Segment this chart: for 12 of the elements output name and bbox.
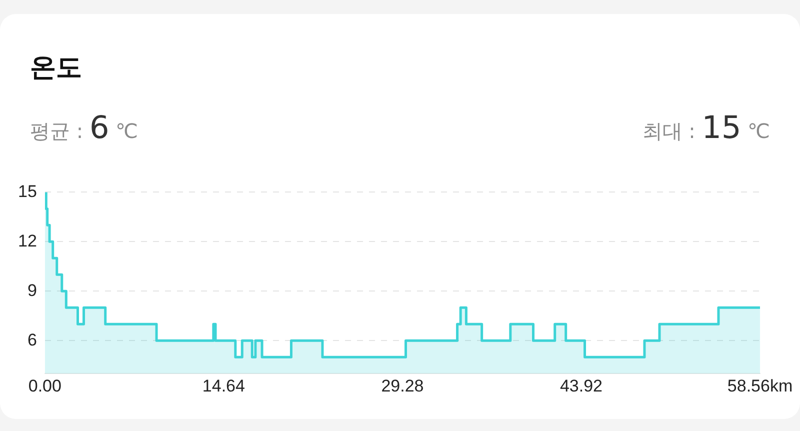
y-tick-label: 6	[27, 330, 37, 350]
text: 최대 : 15 ℃	[642, 110, 770, 146]
chart-title: 온도	[30, 52, 82, 85]
x-tick-label: 58.56km	[727, 376, 793, 396]
x-tick-label: 0.00	[28, 376, 62, 396]
y-tick-label: 12	[18, 231, 37, 250]
y-tick-label: 15	[18, 182, 37, 201]
x-tick-label: 43.92	[560, 376, 602, 396]
x-tick-label: 14.64	[202, 376, 245, 396]
x-tick-label: 29.28	[381, 376, 424, 396]
text: 평균 : 6 ℃	[30, 110, 138, 146]
y-tick-label: 9	[27, 280, 37, 300]
